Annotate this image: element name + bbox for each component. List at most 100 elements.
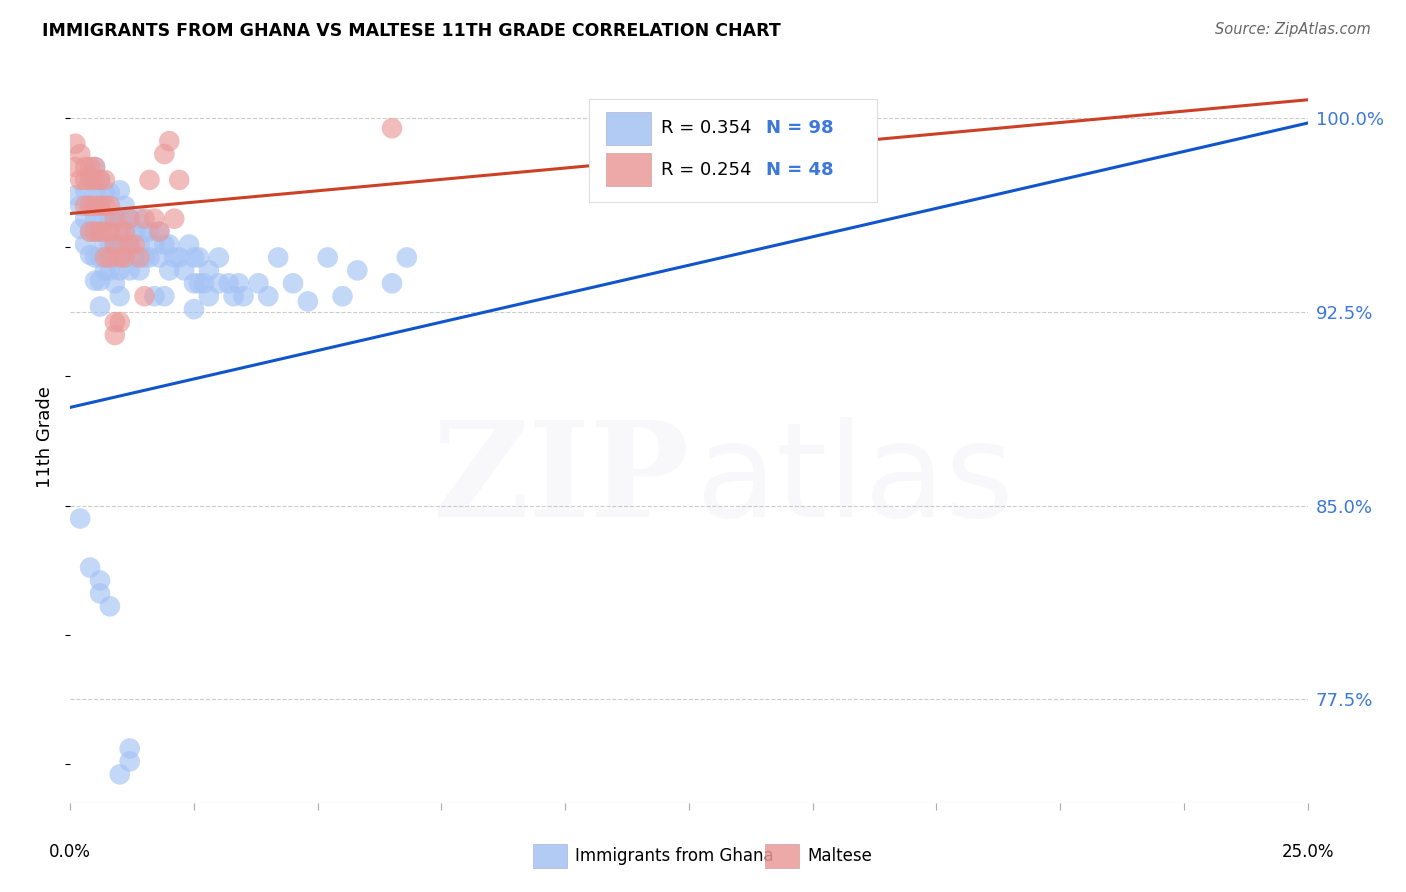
Point xyxy=(98,251,121,265)
Point xyxy=(138,173,160,187)
Point xyxy=(89,225,111,239)
Point xyxy=(143,289,166,303)
Point xyxy=(79,160,101,174)
Point xyxy=(128,251,150,265)
Point xyxy=(94,237,117,252)
Point xyxy=(118,237,141,252)
Point xyxy=(153,147,176,161)
Point xyxy=(124,251,146,265)
Point xyxy=(124,225,146,239)
Point xyxy=(104,237,127,252)
Text: R = 0.254: R = 0.254 xyxy=(661,161,751,178)
Point xyxy=(153,237,176,252)
Point xyxy=(98,599,121,614)
Point xyxy=(94,211,117,226)
Point xyxy=(98,225,121,239)
Text: Maltese: Maltese xyxy=(807,847,872,865)
Point xyxy=(208,251,231,265)
Point xyxy=(104,277,127,291)
Point xyxy=(148,251,170,265)
Point xyxy=(94,251,117,265)
Point xyxy=(114,199,136,213)
Point xyxy=(114,251,136,265)
Point xyxy=(75,160,97,174)
Point xyxy=(108,237,131,252)
Text: atlas: atlas xyxy=(695,417,1014,544)
Point xyxy=(69,147,91,161)
Point xyxy=(143,237,166,252)
Point xyxy=(134,225,156,239)
Point xyxy=(281,277,304,291)
Point xyxy=(208,277,231,291)
Point xyxy=(183,251,205,265)
Point xyxy=(89,225,111,239)
Point xyxy=(167,251,190,265)
Point xyxy=(75,183,97,197)
Point xyxy=(108,289,131,303)
Point xyxy=(75,237,97,252)
Point xyxy=(118,211,141,226)
Point xyxy=(148,225,170,239)
Point xyxy=(84,225,107,239)
Point xyxy=(104,251,127,265)
Point xyxy=(79,199,101,213)
Point xyxy=(153,289,176,303)
Point xyxy=(247,277,270,291)
Point xyxy=(297,294,319,309)
Point xyxy=(118,263,141,277)
Point xyxy=(84,160,107,174)
Point xyxy=(177,237,200,252)
Point xyxy=(173,263,195,277)
Point xyxy=(128,263,150,277)
Point xyxy=(75,173,97,187)
Point xyxy=(316,251,339,265)
Point xyxy=(89,199,111,213)
Point xyxy=(167,173,190,187)
Point xyxy=(94,199,117,213)
Point xyxy=(98,211,121,226)
Point xyxy=(108,211,131,226)
Point xyxy=(183,277,205,291)
Point xyxy=(148,225,170,239)
Point xyxy=(232,289,254,303)
Point xyxy=(98,186,121,200)
Point xyxy=(84,186,107,200)
Point xyxy=(79,560,101,574)
Point xyxy=(138,225,160,239)
Point xyxy=(89,173,111,187)
Point xyxy=(104,328,127,343)
Point xyxy=(381,277,404,291)
Point xyxy=(163,211,186,226)
Point xyxy=(98,263,121,277)
Point xyxy=(79,170,101,185)
Point xyxy=(346,263,368,277)
Point xyxy=(114,251,136,265)
Point xyxy=(94,225,117,239)
Point xyxy=(118,741,141,756)
Point xyxy=(128,211,150,226)
Text: R = 0.354: R = 0.354 xyxy=(661,120,751,137)
Point xyxy=(104,211,127,226)
Point xyxy=(381,121,404,136)
Point xyxy=(108,225,131,239)
Point xyxy=(84,225,107,239)
Point xyxy=(124,237,146,252)
Point xyxy=(128,237,150,252)
Point xyxy=(157,134,180,148)
Point xyxy=(183,302,205,317)
Point xyxy=(89,574,111,588)
Point xyxy=(108,183,131,197)
Point xyxy=(65,160,87,174)
Point xyxy=(84,160,107,174)
Point xyxy=(114,225,136,239)
Point xyxy=(84,173,107,187)
Point xyxy=(104,211,127,226)
Point xyxy=(193,277,215,291)
Point xyxy=(65,136,87,151)
Point xyxy=(198,263,221,277)
Point xyxy=(79,248,101,262)
Point xyxy=(84,251,107,265)
Point xyxy=(94,173,117,187)
Point xyxy=(104,237,127,252)
Point xyxy=(79,173,101,187)
